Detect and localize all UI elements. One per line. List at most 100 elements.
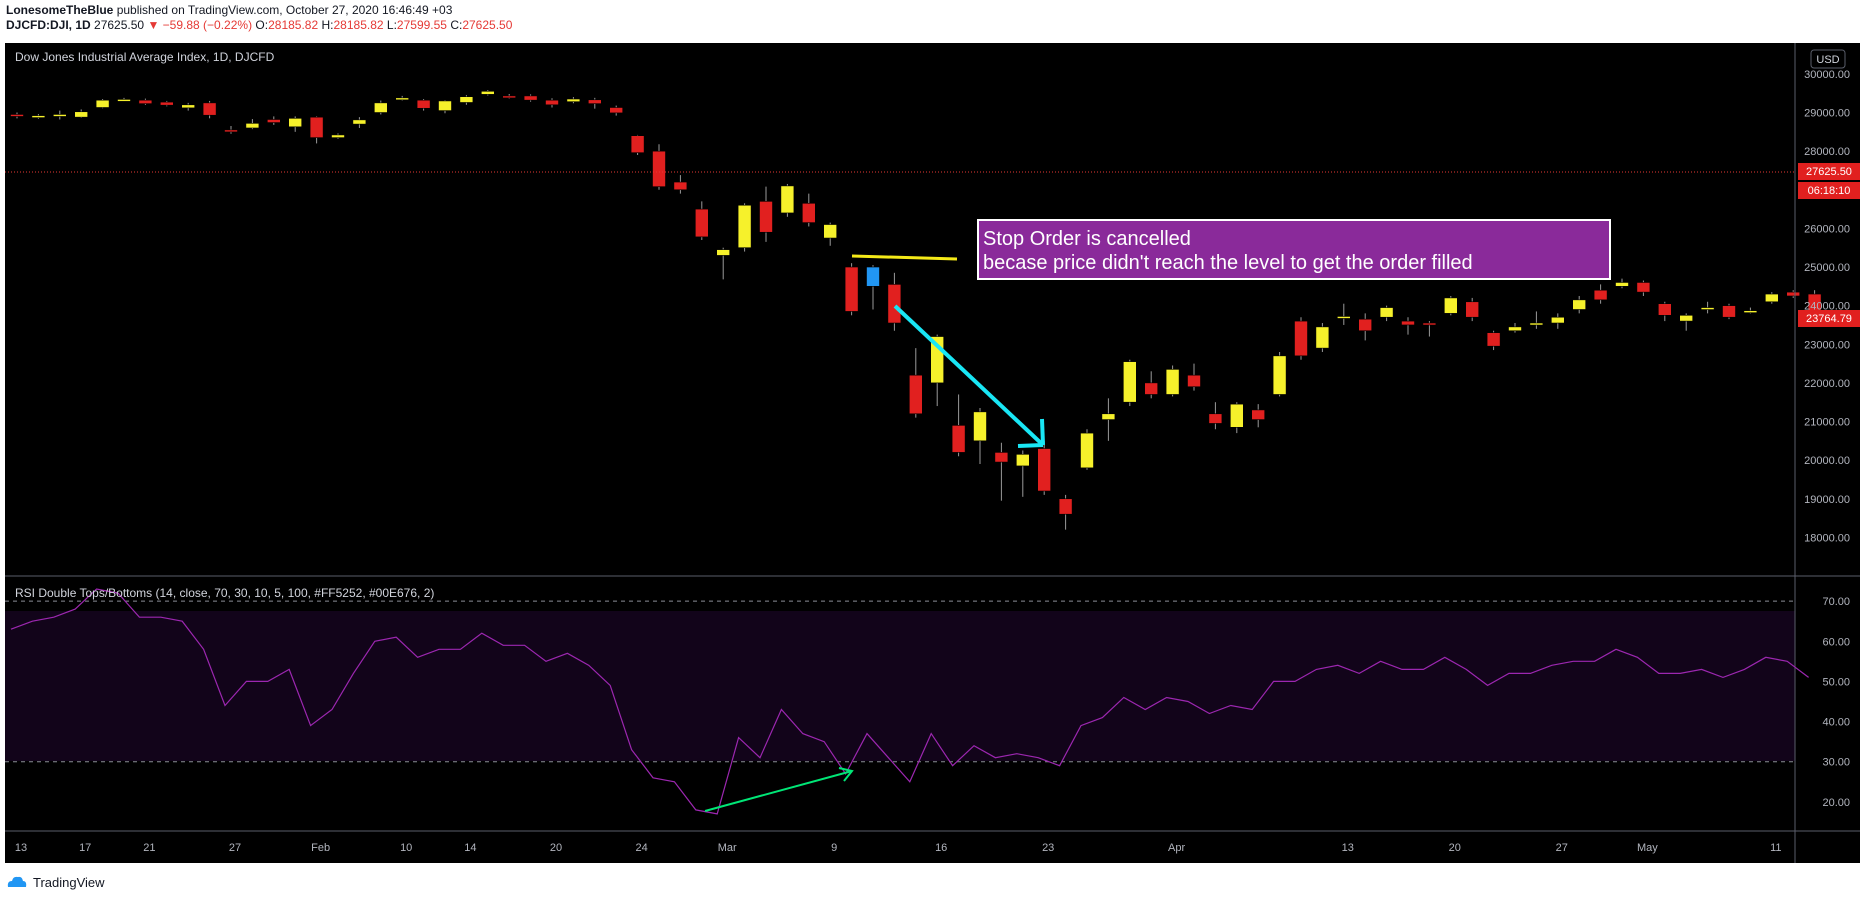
candle-body xyxy=(1015,454,1030,467)
price-tick-label: 30000.00 xyxy=(1804,69,1850,81)
countdown-tag xyxy=(1798,182,1860,199)
candle-body xyxy=(1786,291,1800,297)
candle-body xyxy=(1230,403,1244,428)
footer: TradingView xyxy=(6,872,105,892)
candle-body xyxy=(1615,282,1629,287)
time-tick-label: 20 xyxy=(1449,842,1461,854)
candle-body xyxy=(416,99,431,109)
price-tick-label: 18000.00 xyxy=(1804,532,1850,544)
rsi-band-fill xyxy=(5,611,1795,761)
author-name[interactable]: LonesomeTheBlue xyxy=(6,3,114,17)
candle-body xyxy=(737,204,752,249)
time-tick-label: May xyxy=(1637,842,1658,854)
price-tick-label: 20000.00 xyxy=(1804,455,1850,467)
price-tick-label: 28000.00 xyxy=(1804,146,1850,158)
change-value: −59.88 (−0.22%) xyxy=(162,18,253,32)
candle-body xyxy=(1422,322,1437,326)
yellow-level-line[interactable] xyxy=(851,254,958,261)
currency-label[interactable]: USD xyxy=(1816,54,1839,66)
green-arrowhead-icon xyxy=(838,767,854,782)
candle-body xyxy=(352,119,367,125)
currency-button[interactable] xyxy=(1810,49,1846,69)
candle-body xyxy=(1508,326,1522,332)
candle-body xyxy=(523,95,538,101)
candle-body xyxy=(459,96,474,103)
candle-body xyxy=(1165,369,1180,395)
candle-body xyxy=(887,284,902,324)
candle-body xyxy=(1123,361,1137,403)
time-tick-label: 27 xyxy=(229,842,241,854)
candle-body xyxy=(1572,299,1586,310)
candle-body xyxy=(502,95,517,99)
cyan-arrow-line[interactable] xyxy=(893,304,1045,447)
candle-body xyxy=(566,98,581,103)
second-price-tag xyxy=(1798,310,1860,327)
rsi-tick-label: 20.00 xyxy=(1822,797,1850,809)
low-label: L: xyxy=(386,18,397,32)
annotation-box[interactable] xyxy=(977,219,1611,280)
time-tick-label: 24 xyxy=(635,842,647,854)
candle-body xyxy=(10,114,24,117)
candle-body xyxy=(545,99,559,106)
time-tick-label: 27 xyxy=(1556,842,1568,854)
time-tick-label: 16 xyxy=(935,842,947,854)
candle-body xyxy=(1058,498,1073,515)
time-tick-label: 14 xyxy=(464,842,476,854)
price-tick-label: 22000.00 xyxy=(1804,378,1850,390)
candle-body xyxy=(844,266,859,312)
high-label: H: xyxy=(321,18,334,32)
time-tick-label: 13 xyxy=(15,842,27,854)
candle-body xyxy=(1551,316,1565,324)
tradingview-logo-icon[interactable] xyxy=(6,875,28,889)
candle-body xyxy=(587,99,602,104)
publish-info: LonesomeTheBlue published on TradingView… xyxy=(6,3,1846,18)
candle-body xyxy=(1294,320,1308,357)
footer-brand[interactable]: TradingView xyxy=(33,874,105,890)
chart-panel[interactable]: 30000.0029000.0028000.0027000.0026000.00… xyxy=(5,43,1860,863)
price-pane-title: Dow Jones Industrial Average Index, 1D, … xyxy=(15,50,275,64)
candle-body xyxy=(1658,303,1672,316)
time-tick-label: Feb xyxy=(311,842,330,854)
candle-body xyxy=(609,107,624,114)
close-label: C: xyxy=(450,18,463,32)
chart-svg[interactable]: 30000.0029000.0028000.0027000.0026000.00… xyxy=(5,43,1860,863)
candle-body xyxy=(801,202,816,223)
price-tick-label: 21000.00 xyxy=(1804,417,1850,429)
candle-body xyxy=(1272,355,1287,395)
candle-body xyxy=(202,102,217,116)
high-value: 28185.82 xyxy=(333,18,384,32)
candle-body xyxy=(1465,301,1479,318)
time-tick-label: 10 xyxy=(400,842,412,854)
candle-body xyxy=(1337,316,1351,319)
candle-body xyxy=(480,90,495,95)
candle-body xyxy=(994,452,1009,463)
candle-body xyxy=(74,111,88,118)
time-tick-label: 11 xyxy=(1770,842,1781,854)
candle-body xyxy=(1636,282,1651,293)
change-down-icon: ▼ xyxy=(147,18,160,32)
candle-body xyxy=(1080,432,1094,469)
candle-body xyxy=(95,99,110,108)
candle-body xyxy=(951,425,966,453)
candle-body xyxy=(373,102,388,113)
candle-body xyxy=(1679,314,1693,322)
candle-body xyxy=(331,134,345,138)
time-axis[interactable]: 13 17 21 27 Feb 10 14 20 24 Mar 9 16 23 Apr 13 20 27 May 1… xyxy=(15,842,1782,854)
rsi-axis[interactable]: 70.00 60.00 50.00 40.00 30.00 20.00 xyxy=(1822,596,1850,809)
time-tick-label: 13 xyxy=(1342,842,1354,854)
candle-body xyxy=(31,115,46,118)
candle-body xyxy=(245,123,260,129)
time-tick-label: 23 xyxy=(1042,842,1054,854)
candle-body xyxy=(309,116,324,138)
candle-body xyxy=(780,185,795,214)
price-tick-label: 23000.00 xyxy=(1804,339,1850,351)
green-arrow-line[interactable] xyxy=(704,770,853,812)
time-tick-label: 20 xyxy=(550,842,562,854)
price-tick-label: 29000.00 xyxy=(1804,108,1850,120)
candle-body xyxy=(1144,382,1158,395)
candle-body xyxy=(1358,318,1372,332)
annotation-line-1: Stop Order is cancelled xyxy=(983,228,1191,250)
chart-header: LonesomeTheBlue published on TradingView… xyxy=(6,3,1846,33)
symbol-label: DJCFD:DJI, 1D xyxy=(6,18,91,32)
candle-body xyxy=(1700,307,1715,310)
